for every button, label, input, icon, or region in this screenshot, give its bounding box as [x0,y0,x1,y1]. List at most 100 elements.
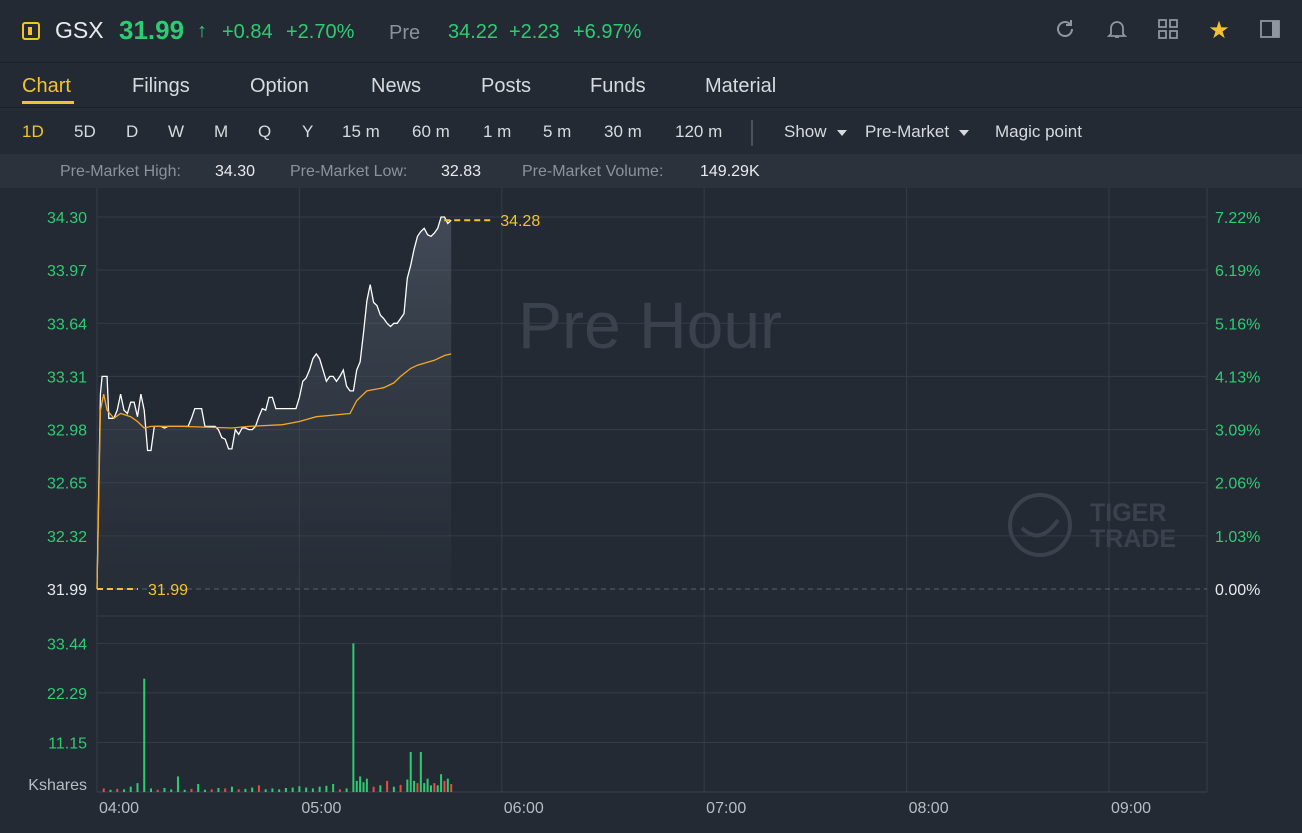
volume-bar [446,778,449,792]
volume-bar [149,788,152,792]
volume-bar [352,643,355,792]
volume-bar [210,789,213,792]
percent-axis-label: 4.13% [1215,369,1260,386]
percent-axis-label: 6.19% [1215,263,1260,280]
x-axis-label: 09:00 [1111,800,1151,817]
show-dropdown[interactable]: Show [784,122,847,142]
volume-bar [338,789,341,792]
volume-bar [163,788,166,792]
tab-funds[interactable]: Funds [590,75,646,97]
y-axis-label: 32.32 [47,529,87,546]
panel-icon[interactable] [1257,18,1283,44]
percent-axis-label: 1.03% [1215,529,1260,546]
volume-bar [365,778,368,792]
tab-filings[interactable]: Filings [132,75,190,97]
period-m[interactable]: M [214,122,229,141]
tab-posts[interactable]: Posts [481,75,532,97]
period-1m[interactable]: 1 m [483,122,512,141]
menu-toggle-icon[interactable] [22,22,40,40]
period-30m[interactable]: 30 m [604,122,642,141]
volume-bar [399,784,402,792]
y-axis-label: 31.99 [47,582,87,599]
period-y[interactable]: Y [302,122,314,141]
period-5m[interactable]: 5 m [543,122,572,141]
volume-bar [230,786,233,792]
refresh-icon[interactable] [1052,18,1078,44]
volume-bar [416,783,419,792]
watermark-brand-line1: TIGER [1090,499,1166,527]
intraday-chart[interactable]: Pre Hour TIGER TRADE 34.30 7.22% 33.97 6.19… [0,188,1302,833]
price-change-pct: +2.70% [286,21,355,43]
volume-bar [224,788,227,792]
price-area [97,217,452,589]
volume-bar [251,787,254,792]
premarket-low-value: 32.83 [441,163,482,180]
premarket-volume-label: Pre-Market Volume: [522,163,664,180]
volume-bar [217,788,220,792]
grid-icon[interactable] [1155,18,1181,44]
percent-axis-label: 0.00% [1215,582,1260,599]
period-5d[interactable]: 5D [74,122,96,141]
chevron-down-icon [959,129,970,136]
tab-material[interactable]: Material [705,75,777,97]
volume-bar [197,784,200,792]
y-axis-label: 33.31 [47,369,87,386]
period-w[interactable]: W [168,122,185,141]
volume-bar [325,785,328,792]
watermark-pre-hour: Pre Hour [518,288,782,362]
volume-bar [409,752,412,792]
volume-axis-label: 33.44 [47,636,87,653]
tab-news[interactable]: News [371,75,422,97]
period-15m[interactable]: 15 m [342,122,380,141]
volume-bar [170,789,173,792]
period-q[interactable]: Q [258,122,272,141]
magic-point-button[interactable]: Magic point [995,122,1082,141]
percent-axis-label: 7.22% [1215,210,1260,227]
tab-option[interactable]: Option [250,75,309,97]
period-d[interactable]: D [126,122,139,141]
period-60m[interactable]: 60 m [412,122,450,141]
volume-bar [284,788,287,792]
volume-bar [156,789,159,792]
volume-unit-label: Kshares [28,777,87,794]
volume-bar [116,788,119,792]
toolbar-divider [751,120,753,146]
volume-bar [433,783,436,792]
chevron-down-icon [836,129,847,136]
volume-bar [298,786,301,792]
premarket-label: Pre [389,22,421,44]
period-120m[interactable]: 120 m [675,122,723,141]
volume-bar [109,789,112,792]
watermark-brand-line2: TRADE [1090,525,1176,553]
premarket-dropdown[interactable]: Pre-Market [865,122,970,142]
bell-icon[interactable] [1104,18,1130,44]
premarket-change-pct: +6.97% [573,21,642,43]
period-selector: 1D 5D D W M Q Y 15 m 60 m 1 m 5 m 30 m 1… [0,107,1302,153]
volume-bar [264,789,267,792]
volume-bar [440,774,443,792]
volume-bar [190,788,193,792]
period-1d[interactable]: 1D [22,122,44,141]
tab-chart[interactable]: Chart [22,75,71,97]
volume-bar [271,788,274,792]
volume-bar [426,778,429,792]
volume-bar [311,788,314,792]
volume-bar [318,786,321,792]
prev-close-label: 31.99 [148,582,188,599]
volume-bar [345,788,348,792]
percent-axis-label: 5.16% [1215,316,1260,333]
star-icon[interactable]: ★ [1208,17,1230,44]
show-dropdown-label: Show [784,122,827,141]
volume-bar [244,788,247,792]
x-axis-label: 05:00 [301,800,341,817]
volume-bar [129,786,132,792]
premarket-high-value: 34.30 [215,163,256,180]
volume-bar [392,786,395,792]
volume-bar [102,788,105,792]
premarket-low-label: Pre-Market Low: [290,163,408,180]
volume-bar [386,780,389,792]
active-tab-indicator [22,101,74,104]
ticker-symbol: GSX [55,17,104,43]
x-axis-label: 06:00 [504,800,544,817]
y-axis-label: 33.97 [47,263,87,280]
